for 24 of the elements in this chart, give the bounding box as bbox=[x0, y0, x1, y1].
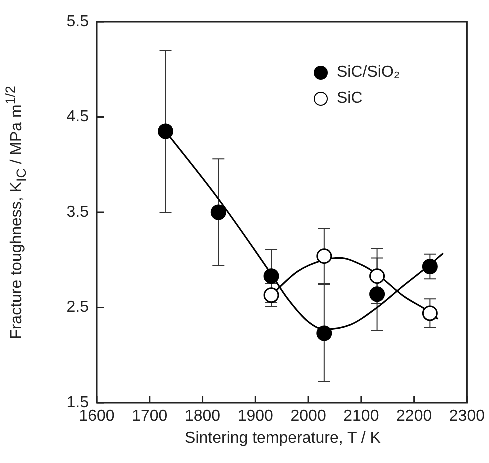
point bbox=[422, 306, 438, 322]
point bbox=[370, 268, 386, 284]
x-tick-label: 1700 bbox=[132, 408, 168, 426]
point bbox=[422, 259, 438, 275]
y-tick-label: 4.5 bbox=[66, 108, 90, 126]
point bbox=[158, 124, 174, 140]
point bbox=[316, 326, 332, 342]
y-tick-label: 3.5 bbox=[66, 204, 90, 221]
y-tick-label: 2.5 bbox=[66, 299, 90, 316]
x-axis-title: Sintering temperature, T / K bbox=[184, 430, 382, 448]
point bbox=[316, 248, 332, 264]
x-tick-label: 1900 bbox=[238, 408, 274, 426]
y-tick-label: 5.5 bbox=[66, 13, 90, 30]
legend-label: SiC/SiO₂ bbox=[337, 64, 400, 82]
point bbox=[370, 286, 386, 302]
x-tick-label: 2200 bbox=[396, 408, 432, 426]
x-tick-label: 2100 bbox=[344, 408, 380, 426]
x-tick-label: 1800 bbox=[184, 408, 221, 426]
x-tick-label: 2000 bbox=[290, 408, 326, 426]
point bbox=[264, 288, 280, 304]
legend-label: SiC bbox=[337, 90, 363, 108]
point bbox=[264, 268, 280, 284]
point bbox=[210, 204, 226, 220]
x-tick-label: 2300 bbox=[449, 408, 486, 426]
